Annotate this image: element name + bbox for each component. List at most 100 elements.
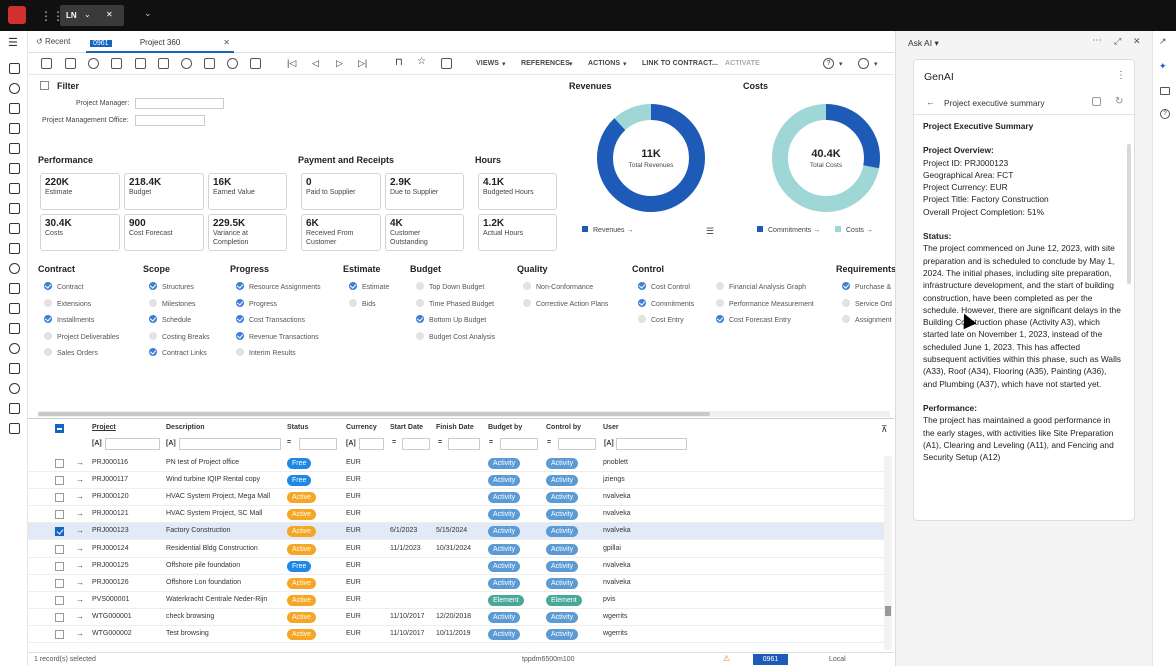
last-record-icon[interactable]: ▷| bbox=[358, 58, 368, 68]
nav-link[interactable]: Cost Entry bbox=[638, 315, 684, 324]
gear-doc-icon[interactable] bbox=[9, 123, 20, 134]
arrow-right-icon[interactable]: → bbox=[76, 509, 84, 519]
revenues-legend[interactable]: Revenues → bbox=[582, 226, 633, 234]
menu-icon[interactable]: ☰ bbox=[8, 37, 18, 49]
vertical-scrollbar[interactable] bbox=[884, 456, 892, 650]
nav-link[interactable]: Extensions bbox=[44, 298, 91, 308]
column-header-start-date[interactable]: Start Date bbox=[390, 424, 424, 431]
bookmark-icon[interactable]: ⊓ bbox=[395, 57, 403, 68]
column-header-status[interactable]: Status bbox=[287, 424, 309, 431]
more-options-icon[interactable]: ⋯ bbox=[1092, 35, 1102, 46]
people-icon[interactable] bbox=[9, 83, 20, 94]
row-checkbox[interactable] bbox=[55, 578, 64, 588]
nav-link[interactable]: Contract Links bbox=[149, 348, 207, 357]
ai-sparkle-icon[interactable]: ✦ bbox=[1159, 61, 1167, 71]
save-close-icon[interactable] bbox=[65, 58, 76, 69]
nav-link[interactable]: Time Phased Budget bbox=[416, 298, 494, 308]
clear-filter-icon[interactable]: ⊼ bbox=[881, 424, 888, 434]
row-checkbox[interactable] bbox=[55, 561, 64, 571]
column-header-description[interactable]: Description bbox=[166, 424, 205, 431]
table-row[interactable]: → PRJ000121 HVAC System Project, SC Mall Ac… bbox=[28, 506, 884, 524]
nav-link[interactable]: Performance Measurement bbox=[716, 298, 814, 308]
nav-link[interactable]: Estimate bbox=[349, 282, 389, 291]
nav-link[interactable]: Progress bbox=[236, 298, 277, 308]
kpi-card[interactable]: 220K Estimate bbox=[40, 173, 120, 210]
scrollbar-thumb[interactable] bbox=[885, 606, 891, 616]
book-icon[interactable] bbox=[9, 283, 20, 294]
briefcase-icon[interactable] bbox=[9, 423, 20, 434]
settings-icon[interactable] bbox=[9, 383, 20, 394]
start-date-filter-input[interactable] bbox=[402, 438, 430, 450]
equals-operator[interactable]: = bbox=[438, 439, 443, 446]
nav-link[interactable]: Schedule bbox=[149, 315, 191, 324]
star-icon[interactable]: ☆ bbox=[417, 56, 426, 67]
nav-link[interactable]: Interim Results bbox=[236, 348, 296, 357]
budget-by-filter-select[interactable] bbox=[500, 438, 538, 450]
chevron-down-icon[interactable]: ▾ bbox=[502, 61, 506, 68]
inbox-icon[interactable] bbox=[1160, 87, 1170, 95]
company-tab[interactable]: LN ⌄ ✕ bbox=[60, 5, 124, 26]
project-manager-input[interactable] bbox=[135, 98, 224, 109]
link-to-contract-button[interactable]: LINK TO CONTRACT... bbox=[642, 60, 719, 67]
description-filter-input[interactable] bbox=[179, 438, 281, 450]
close-icon[interactable]: ✕ bbox=[1133, 36, 1141, 46]
table-row[interactable]: → WTG000002 Test browsing Active EUR 11/10/20… bbox=[28, 626, 884, 643]
more-vertical-icon[interactable]: ⋮ bbox=[1116, 70, 1126, 81]
clipboard-icon[interactable] bbox=[9, 143, 20, 154]
chevron-down-icon[interactable]: ▾ bbox=[839, 61, 843, 68]
kpi-card[interactable]: 2.9K Due to Supplier bbox=[385, 173, 464, 210]
chevron-down-icon[interactable]: ▾ bbox=[623, 61, 627, 68]
nav-link[interactable]: Costing Breaks bbox=[149, 331, 209, 341]
arrow-right-icon[interactable]: → bbox=[76, 543, 84, 553]
actions-menu[interactable]: ACTIONS bbox=[588, 60, 621, 67]
row-checkbox[interactable] bbox=[55, 595, 64, 605]
document-icon[interactable] bbox=[9, 63, 20, 74]
arrow-right-icon[interactable]: → bbox=[76, 560, 84, 570]
box-icon[interactable] bbox=[9, 243, 20, 254]
next-record-icon[interactable]: ▷ bbox=[336, 58, 343, 68]
select-all-checkbox[interactable] bbox=[55, 424, 64, 433]
back-arrow-icon[interactable]: ← bbox=[926, 97, 935, 107]
project-filter-input[interactable] bbox=[105, 438, 160, 450]
activate-button[interactable]: ACTIVATE bbox=[725, 60, 760, 67]
chart-icon[interactable] bbox=[9, 103, 20, 114]
nav-link[interactable]: Resource Assignments bbox=[236, 282, 321, 291]
session-code-badge[interactable]: 0961 bbox=[753, 654, 788, 665]
nav-link[interactable]: Non-Conformance bbox=[523, 282, 593, 291]
arrow-right-icon[interactable]: → bbox=[76, 492, 84, 502]
chevron-down-icon[interactable]: ▾ bbox=[569, 61, 573, 68]
row-checkbox[interactable] bbox=[55, 630, 64, 639]
delete-icon[interactable] bbox=[158, 58, 169, 69]
tab-project-360[interactable]: 0961 Project 360 ✕ bbox=[86, 33, 234, 53]
nav-link[interactable]: Purchase & bbox=[842, 282, 891, 291]
arrow-right-icon[interactable]: → bbox=[76, 458, 84, 467]
control-by-filter-select[interactable] bbox=[558, 438, 596, 450]
form-icon[interactable] bbox=[9, 323, 20, 334]
column-header-user[interactable]: User bbox=[603, 424, 619, 431]
list-icon[interactable]: ☰ bbox=[706, 226, 715, 236]
column-header-finish-date[interactable]: Finish Date bbox=[436, 424, 474, 431]
views-menu[interactable]: VIEWS bbox=[476, 60, 500, 67]
close-icon[interactable]: ✕ bbox=[223, 38, 230, 47]
truck-icon[interactable] bbox=[9, 203, 20, 214]
row-checkbox[interactable] bbox=[55, 493, 64, 503]
kpi-card[interactable]: 30.4K Costs bbox=[40, 214, 120, 251]
chevron-down-icon[interactable]: ▾ bbox=[874, 61, 878, 68]
ask-ai-menu[interactable]: Ask AI ▾ bbox=[908, 38, 939, 49]
chevron-down-icon[interactable]: ⌄ bbox=[144, 8, 152, 18]
card-icon[interactable] bbox=[9, 183, 20, 194]
refresh-icon[interactable] bbox=[181, 58, 192, 69]
factory-icon[interactable] bbox=[9, 223, 20, 234]
nav-link[interactable]: Top Down Budget bbox=[416, 282, 484, 291]
references-menu[interactable]: REFERENCES bbox=[521, 60, 570, 67]
copy-icon[interactable] bbox=[135, 58, 146, 69]
hierarchy-icon[interactable] bbox=[250, 58, 261, 69]
award-icon[interactable] bbox=[9, 263, 20, 274]
row-checkbox[interactable] bbox=[55, 476, 64, 486]
nav-link[interactable]: Installments bbox=[44, 315, 94, 324]
tab-recent[interactable]: ↺ Recent bbox=[36, 37, 71, 46]
globe-icon[interactable] bbox=[9, 343, 20, 354]
gear-icon[interactable] bbox=[858, 58, 869, 69]
kpi-card[interactable]: 900 Cost Forecast bbox=[124, 214, 204, 251]
currency-filter-input[interactable] bbox=[359, 438, 384, 450]
